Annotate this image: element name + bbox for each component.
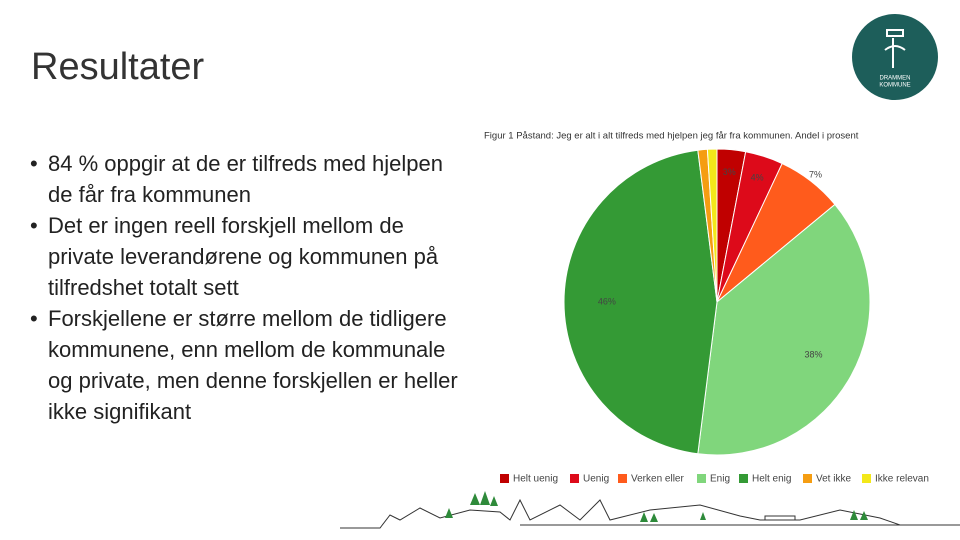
chart-title: Figur 1 Påstand: Jeg er alt i alt tilfre… (484, 131, 859, 142)
legend-swatch (697, 474, 706, 483)
legend-swatch (570, 474, 579, 483)
legend-label: Helt enig (752, 474, 791, 485)
logo (852, 14, 938, 100)
legend-swatch (803, 474, 812, 483)
bullet: Det er ingen reell forskjell mellom de p… (30, 210, 470, 303)
pie-slice (563, 149, 718, 455)
pie-slice (697, 203, 871, 456)
bullet: 84 % oppgir at de er tilfreds med hjelpe… (30, 148, 470, 210)
skyline (340, 498, 960, 529)
logo-text: DRAMMEN (880, 76, 911, 82)
data-label: 38% (805, 349, 823, 359)
data-label: 3% (723, 167, 736, 177)
legend-label: Helt uenig (513, 474, 558, 485)
legend-label: Vet ikke (816, 474, 851, 485)
bullet-list: 84 % oppgir at de er tilfreds med hjelpe… (30, 148, 470, 427)
legend-label: Verken eller (631, 474, 684, 485)
legend-label: Ikke relevan (875, 474, 929, 485)
legend-swatch (618, 474, 627, 483)
pie-slice (706, 148, 718, 303)
data-label: 4% (751, 173, 764, 183)
data-label: 7% (809, 169, 822, 179)
data-label: 46% (598, 296, 616, 306)
legend-swatch (500, 474, 509, 483)
logo-text: KOMMUNE (879, 83, 910, 89)
bullet: Forskjellene er større mellom de tidlige… (30, 303, 470, 427)
slide-title: Resultater (31, 46, 205, 88)
legend-swatch (739, 474, 748, 483)
legend-label: Uenig (583, 474, 609, 485)
legend-label: Enig (710, 474, 730, 485)
legend-swatch (862, 474, 871, 483)
trees (445, 491, 868, 522)
logo-emblem (884, 29, 906, 68)
